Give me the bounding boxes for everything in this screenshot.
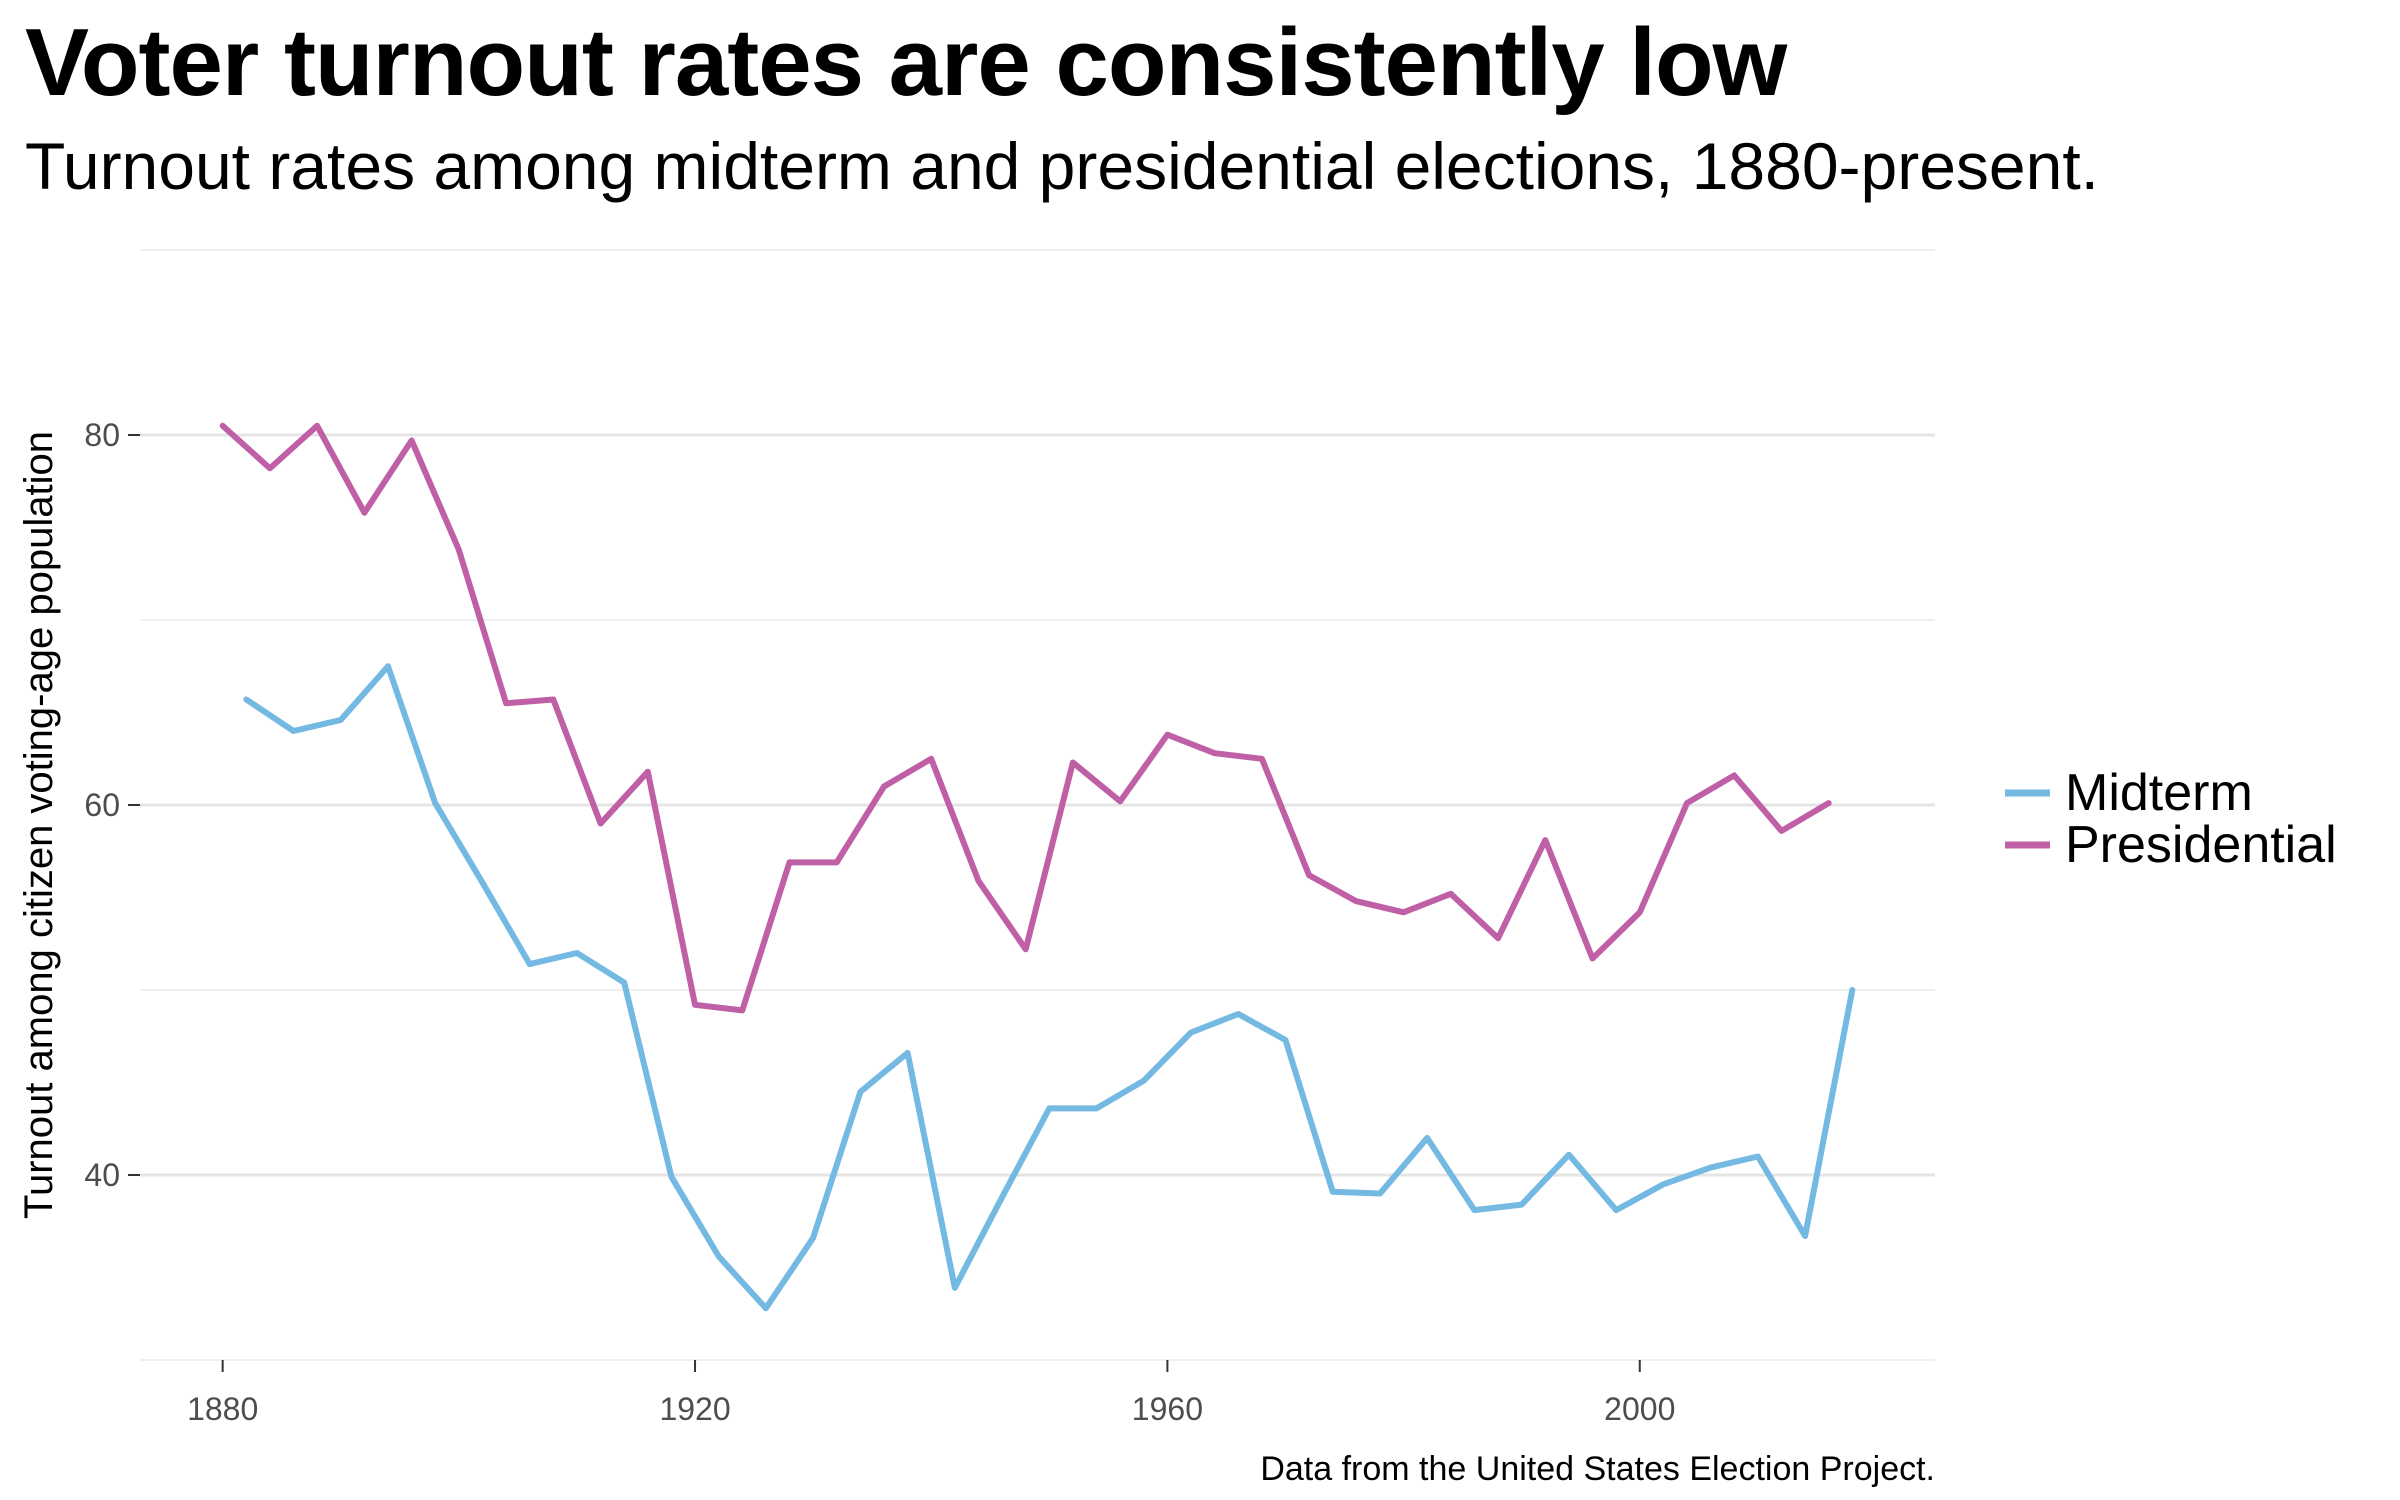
y-tick-label: 60 [84,787,120,823]
legend-label-midterm: Midterm [2065,764,2253,822]
series-lines [219,422,1856,1312]
x-tick-label: 2000 [1604,1391,1675,1427]
y-tick-label: 40 [84,1157,120,1193]
chart-title: Voter turnout rates are consistently low [25,9,1787,116]
series-line-presidential [219,422,1832,1014]
chart-caption: Data from the United States Election Pro… [1260,1450,1935,1488]
y-tick-label: 80 [84,417,120,453]
chart-subtitle: Turnout rates among midterm and presiden… [25,129,2100,203]
y-axis-title: Turnout among citizen voting-age populat… [17,431,61,1219]
gridlines [140,249,1935,1361]
x-tick-label: 1960 [1132,1391,1203,1427]
axes: 40 60 80 1880 1920 1960 2000 Turnout among citi… [17,417,1675,1427]
series-line-midterm [243,663,1856,1312]
x-tick-label: 1920 [659,1391,730,1427]
legend-label-presidential: Presidential [2065,816,2337,874]
x-tick-label: 1880 [187,1391,258,1427]
